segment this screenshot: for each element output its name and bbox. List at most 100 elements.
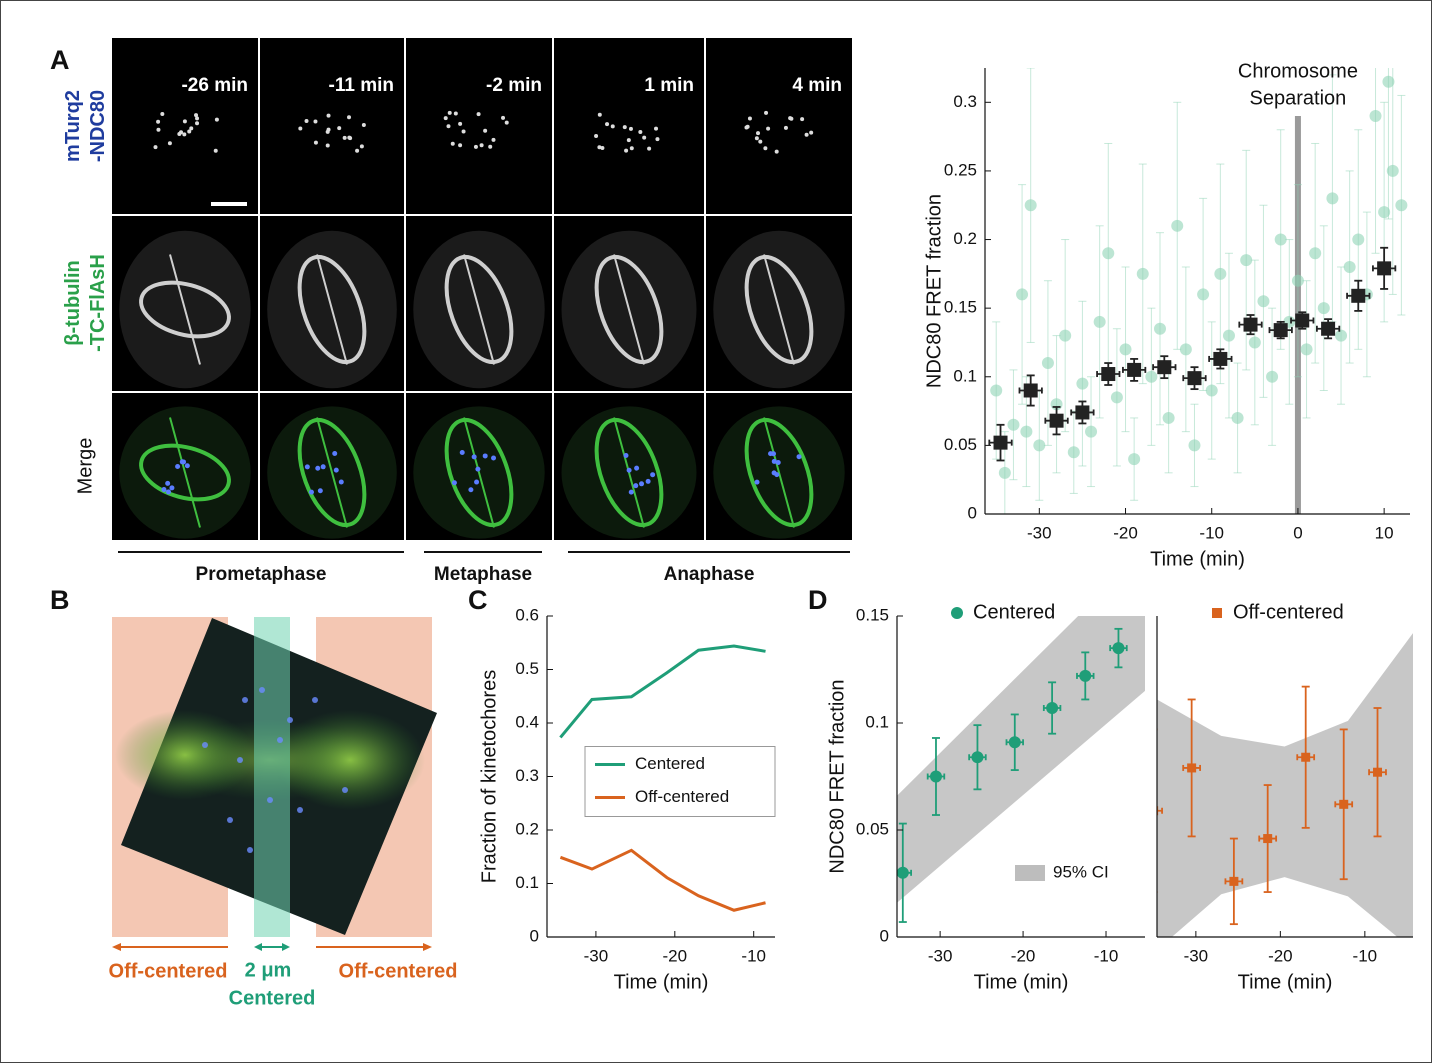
phase-label: Prometaphase <box>196 564 327 585</box>
marker <box>1223 330 1235 342</box>
kinetochore <box>623 125 627 129</box>
marker <box>1206 384 1218 396</box>
kinetochore <box>327 128 331 132</box>
marker <box>930 771 942 783</box>
kinetochore <box>181 459 186 464</box>
y-axis-label: Fraction of kinetochores <box>478 670 500 883</box>
kinetochore <box>156 128 160 132</box>
kinetochore <box>314 141 318 145</box>
kinetochore <box>809 131 813 135</box>
kinetochore <box>332 451 337 456</box>
marker <box>1275 234 1287 246</box>
micrograph <box>554 38 704 214</box>
timepoint-label: -26 min <box>181 75 248 96</box>
marker <box>1187 763 1196 772</box>
marker <box>1292 275 1304 287</box>
kinetochore <box>161 487 166 492</box>
kinetochore <box>805 133 809 137</box>
kinetochore <box>775 150 779 154</box>
kinetochore <box>630 146 634 150</box>
kinetochore <box>755 136 759 140</box>
kinetochore <box>763 146 767 150</box>
marker <box>1344 261 1356 273</box>
kinetochore <box>175 464 180 469</box>
marker <box>971 751 983 763</box>
kinetochore <box>214 149 218 153</box>
kinetochore <box>646 479 651 484</box>
x-tick-label: -30 <box>928 946 953 965</box>
kinetochore <box>305 119 309 123</box>
kinetochore <box>594 134 598 138</box>
y-tick-label: 0.3 <box>953 92 977 111</box>
kinetochore <box>638 130 642 134</box>
kinetochore <box>360 144 364 148</box>
kinetochore <box>305 464 310 469</box>
y-tick-label: 0.6 <box>515 605 539 624</box>
kinetochore <box>629 127 633 131</box>
marker <box>1339 800 1348 809</box>
kinetochore <box>153 145 157 149</box>
panel-letter: B <box>50 585 70 615</box>
marker <box>1180 343 1192 355</box>
marker <box>1351 289 1365 303</box>
marker <box>990 384 1002 396</box>
kinetochore <box>472 454 477 459</box>
row-label: mTurq2 <box>62 90 84 162</box>
marker <box>1266 371 1278 383</box>
y-tick-label: 0.4 <box>515 712 539 731</box>
marker <box>1326 192 1338 204</box>
marker <box>1033 439 1045 451</box>
y-axis-label: NDC80 FRET fraction <box>923 194 945 388</box>
kinetochore <box>160 112 164 116</box>
marker <box>1120 343 1132 355</box>
kinetochore <box>337 126 341 130</box>
kinetochore <box>600 146 604 150</box>
marker <box>1377 261 1391 275</box>
kinetochore <box>355 149 359 153</box>
micrograph <box>406 38 552 214</box>
x-axis-label: Time (min) <box>974 971 1069 993</box>
marker <box>1370 110 1382 122</box>
y-tick-label: 0.1 <box>515 873 539 892</box>
kinetochore <box>454 111 458 115</box>
marker <box>1387 165 1399 177</box>
marker <box>1112 642 1124 654</box>
y-tick-label: 0.15 <box>856 605 889 624</box>
kinetochore <box>318 488 323 493</box>
kinetochore <box>766 127 770 131</box>
kinetochore <box>166 489 171 494</box>
kinetochore <box>347 136 351 140</box>
y-tick-label: 0.05 <box>944 435 977 454</box>
phase-label: Anaphase <box>664 564 755 585</box>
marker <box>1094 316 1106 328</box>
kinetochore <box>177 132 181 136</box>
y-tick-label: 0 <box>880 926 889 945</box>
micrograph <box>706 38 852 214</box>
kinetochore <box>444 116 448 120</box>
marker <box>1102 247 1114 259</box>
kinetochore <box>483 453 488 458</box>
annotation: Separation <box>1250 87 1347 109</box>
marker <box>1240 254 1252 266</box>
kinetochore <box>215 118 219 122</box>
x-axis-label: Time (min) <box>1238 971 1333 993</box>
micrograph <box>112 38 258 214</box>
marker <box>1395 199 1407 211</box>
marker <box>994 436 1008 450</box>
kinetochore <box>168 141 172 145</box>
legend-label: Off-centered <box>635 787 729 806</box>
kinetochore <box>505 121 509 125</box>
marker <box>1301 343 1313 355</box>
y-tick-label: 0.1 <box>865 712 889 731</box>
kinetochore <box>772 459 777 464</box>
kinetochore <box>451 142 455 146</box>
kinetochore <box>195 116 199 120</box>
kinetochore <box>483 129 487 133</box>
y-tick-label: 0.3 <box>515 766 539 785</box>
y-tick-label: 0.2 <box>515 819 539 838</box>
kinetochore <box>298 126 302 130</box>
panel-letter: D <box>808 585 828 615</box>
timepoint-label: -2 min <box>486 75 542 96</box>
marker <box>1163 412 1175 424</box>
kinetochore <box>183 119 187 123</box>
